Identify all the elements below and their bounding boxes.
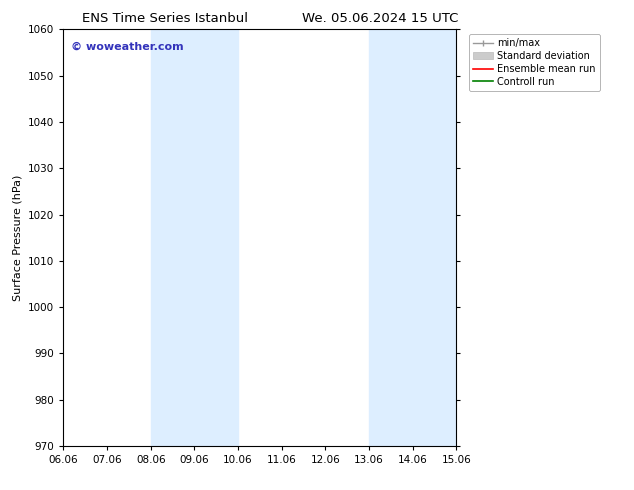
Y-axis label: Surface Pressure (hPa): Surface Pressure (hPa) bbox=[13, 174, 23, 301]
Text: We. 05.06.2024 15 UTC: We. 05.06.2024 15 UTC bbox=[302, 12, 458, 25]
Text: ENS Time Series Istanbul: ENS Time Series Istanbul bbox=[82, 12, 248, 25]
Bar bbox=[151, 29, 238, 446]
Legend: min/max, Standard deviation, Ensemble mean run, Controll run: min/max, Standard deviation, Ensemble me… bbox=[469, 34, 600, 91]
Bar bbox=[369, 29, 456, 446]
Text: © woweather.com: © woweather.com bbox=[71, 42, 184, 52]
